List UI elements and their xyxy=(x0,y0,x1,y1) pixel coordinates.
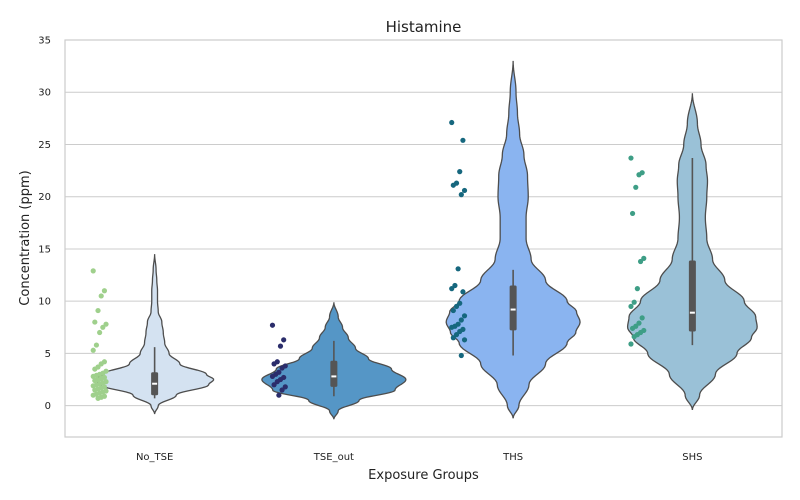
data-point xyxy=(457,300,463,306)
data-point xyxy=(628,155,634,161)
data-point xyxy=(279,387,285,393)
data-point xyxy=(90,392,96,398)
data-point xyxy=(629,325,636,331)
data-point xyxy=(95,307,101,314)
data-point xyxy=(279,365,285,371)
data-point xyxy=(637,258,644,265)
x-tick-label: THS xyxy=(502,452,523,463)
plot-frame xyxy=(64,39,783,438)
data-point xyxy=(90,268,96,274)
data-point xyxy=(101,288,108,294)
data-point xyxy=(633,184,639,190)
data-point xyxy=(269,322,276,328)
data-point xyxy=(282,384,288,390)
data-point xyxy=(449,324,455,330)
data-point xyxy=(457,169,463,175)
data-point xyxy=(629,210,636,217)
data-point xyxy=(461,313,468,319)
data-point xyxy=(103,321,109,327)
median-marker xyxy=(689,311,695,314)
data-point xyxy=(90,383,96,389)
data-point xyxy=(461,187,468,194)
data-point xyxy=(92,319,98,325)
data-point xyxy=(455,266,461,272)
strip-points xyxy=(90,119,647,401)
median-marker xyxy=(152,382,158,385)
data-point xyxy=(452,282,458,289)
data-point xyxy=(97,329,103,336)
data-point xyxy=(93,342,100,348)
x-axis-label: Exposure Groups xyxy=(368,468,479,483)
data-point xyxy=(458,192,464,198)
data-point xyxy=(100,324,106,330)
y-axis-label: Concentration (ppm) xyxy=(18,170,33,305)
data-point xyxy=(631,334,637,340)
data-point xyxy=(449,119,455,126)
data-point xyxy=(460,137,466,143)
y-tick-label: 35 xyxy=(38,36,51,47)
data-point xyxy=(461,337,468,343)
y-tick-label: 10 xyxy=(38,297,51,308)
data-point xyxy=(457,328,463,335)
data-point xyxy=(269,373,276,380)
y-tick-labels: 0 5 10 15 20 25 30 35 xyxy=(38,36,51,413)
data-point xyxy=(450,335,456,341)
data-point xyxy=(453,303,460,310)
iqr-box xyxy=(509,285,517,331)
y-tick-label: 30 xyxy=(38,88,51,99)
data-point xyxy=(92,387,98,393)
violin-No_TSE xyxy=(95,254,215,415)
data-point xyxy=(274,379,280,385)
iqr-box xyxy=(330,360,338,387)
median-marker xyxy=(331,375,337,378)
data-point xyxy=(271,361,277,367)
data-point xyxy=(450,182,456,188)
x-tick-label: No_TSE xyxy=(136,452,173,463)
data-point xyxy=(92,377,98,384)
data-point xyxy=(628,341,634,347)
y-tick-label: 5 xyxy=(45,349,51,360)
grid xyxy=(65,39,782,407)
data-point xyxy=(90,373,96,380)
data-point xyxy=(281,337,287,343)
data-point xyxy=(636,172,642,178)
iqr-box xyxy=(688,260,696,332)
data-point xyxy=(92,366,98,372)
data-point xyxy=(90,347,96,353)
data-point xyxy=(636,320,642,326)
data-point xyxy=(458,317,464,323)
data-point xyxy=(453,332,460,338)
data-point xyxy=(276,392,282,398)
data-point xyxy=(641,255,647,261)
y-tick-label: 20 xyxy=(38,192,51,203)
y-tick-label: 15 xyxy=(38,244,51,255)
data-point xyxy=(98,293,104,299)
data-point xyxy=(634,286,640,292)
data-point xyxy=(95,395,101,401)
violins xyxy=(95,60,758,420)
data-point xyxy=(628,303,634,310)
inner-boxes xyxy=(151,158,696,399)
median-marker xyxy=(510,308,516,311)
x-tick-label: TSE_out xyxy=(313,452,354,463)
data-point xyxy=(98,361,104,367)
y-tick-label: 25 xyxy=(38,140,51,151)
data-point xyxy=(449,286,455,292)
x-tick-label: SHS xyxy=(682,452,702,463)
data-point xyxy=(631,299,637,305)
violin-THS xyxy=(445,60,581,419)
data-point xyxy=(639,315,645,321)
data-point xyxy=(450,307,456,314)
x-tick-labels: No_TSE TSE_out THS SHS xyxy=(136,452,703,463)
data-point xyxy=(277,343,284,349)
data-point xyxy=(271,382,277,388)
data-point xyxy=(458,352,464,359)
y-tick-label: 0 xyxy=(45,401,51,412)
chart-title: Histamine xyxy=(386,18,462,36)
data-point xyxy=(460,289,466,295)
